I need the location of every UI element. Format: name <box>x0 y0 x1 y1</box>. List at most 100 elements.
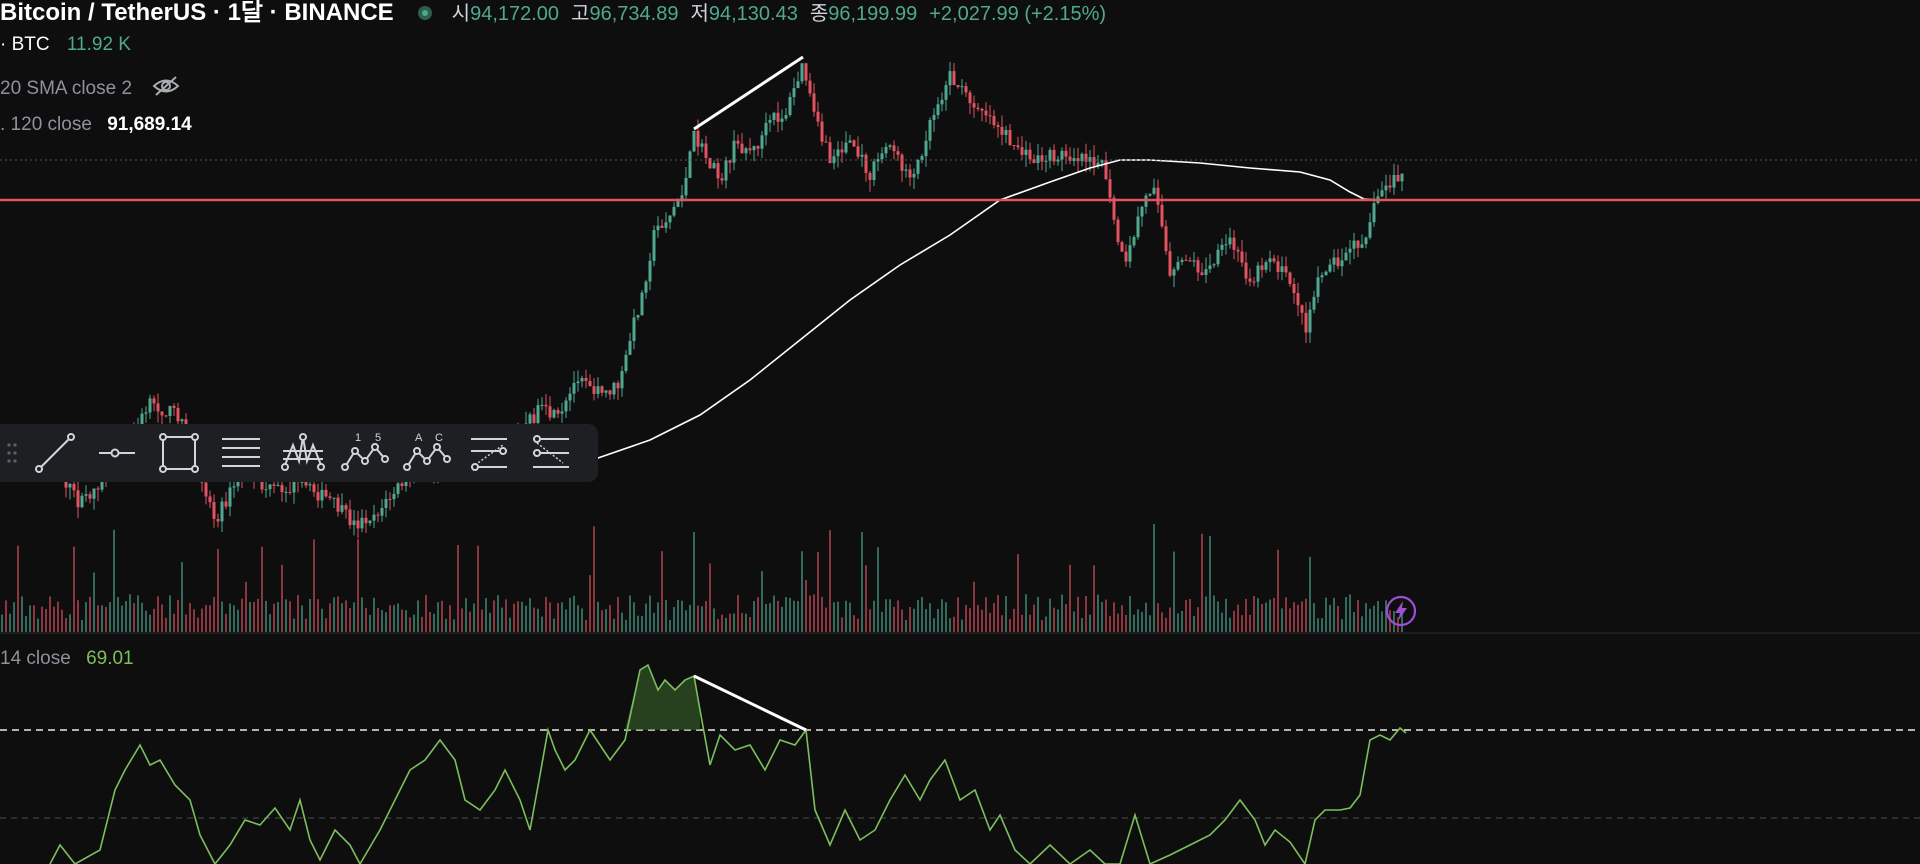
volume-bar <box>801 551 803 632</box>
candle-body <box>228 487 232 507</box>
volume-bar <box>725 617 727 632</box>
volume-bar <box>1073 611 1075 632</box>
volume-bar <box>993 603 995 632</box>
volume-bar <box>345 600 347 632</box>
volume-bar <box>845 600 847 632</box>
volume-bar <box>141 602 143 632</box>
candle-body <box>940 99 944 105</box>
candle-body <box>348 509 352 525</box>
candle-body <box>632 317 636 341</box>
volume-bar <box>33 605 35 632</box>
volume-bar <box>1173 551 1175 632</box>
volume-bar <box>429 612 431 632</box>
candle-body <box>1208 265 1212 270</box>
volume-bar <box>969 608 971 632</box>
fib-extension-icon[interactable] <box>520 424 582 482</box>
sma-legend[interactable]: 20 SMA close 2 <box>0 74 181 104</box>
candle-body <box>612 382 616 395</box>
alert-bolt-icon[interactable] <box>1385 595 1417 627</box>
volume-bar <box>737 595 739 632</box>
hidden-eye-icon[interactable] <box>151 74 181 104</box>
volume-bar <box>1125 615 1127 632</box>
volume-bar <box>77 600 79 632</box>
volume-bar <box>281 564 283 632</box>
volume-bar <box>989 612 991 632</box>
candle-body <box>1336 257 1340 267</box>
candle-body <box>1388 185 1392 188</box>
candle-body <box>72 483 76 491</box>
volume-bar <box>189 603 191 632</box>
candle-body <box>740 143 744 154</box>
drag-handle-icon[interactable] <box>0 424 24 482</box>
candle-body <box>1168 251 1172 276</box>
volume-bar <box>673 607 675 632</box>
volume-bar <box>1273 598 1275 632</box>
symbol-title[interactable]: Bitcoin / TetherUS · 1달 · BINANCE <box>0 0 394 26</box>
candle-body <box>264 489 268 491</box>
rsi-legend[interactable]: 14 close 69.01 <box>0 648 134 670</box>
fib-retracement-icon[interactable] <box>458 424 520 482</box>
volume-bar <box>1261 604 1263 632</box>
candle-body <box>972 103 976 108</box>
volume-bar <box>953 616 955 632</box>
volume-bar <box>353 602 355 632</box>
candle-body <box>1192 260 1196 262</box>
candle-body <box>1256 265 1260 282</box>
volume-bar <box>1141 612 1143 632</box>
volume-bar <box>1109 615 1111 632</box>
rectangle-icon[interactable] <box>148 424 210 482</box>
volume-legend[interactable]: · BTC 11.92 K <box>0 34 131 56</box>
candle-body <box>364 517 368 524</box>
volume-bar <box>397 603 399 632</box>
candle-body <box>992 115 996 126</box>
volume-bar <box>481 609 483 632</box>
candle-body <box>1040 155 1044 162</box>
volume-bar <box>497 595 499 632</box>
candle-body <box>1332 257 1336 265</box>
volume-bar <box>1089 614 1091 632</box>
candle-body <box>980 108 984 111</box>
candle-body <box>1216 249 1220 265</box>
volume-bar <box>1189 599 1191 632</box>
candle-body <box>1172 269 1176 276</box>
trend-line-icon[interactable] <box>24 424 86 482</box>
volume-bar <box>117 597 119 632</box>
volume-bar <box>877 547 879 632</box>
volume-bar <box>433 613 435 632</box>
parallel-lines-icon[interactable] <box>210 424 272 482</box>
volume-bar <box>873 600 875 632</box>
horizontal-ray-icon[interactable] <box>86 424 148 482</box>
pitchfork-icon[interactable] <box>272 424 334 482</box>
candle-body <box>704 143 708 158</box>
candle-body <box>1032 159 1036 163</box>
volume-bar <box>1153 524 1155 632</box>
volume-bar <box>169 595 171 632</box>
volume-bar <box>1145 602 1147 632</box>
volume-bar <box>701 606 703 632</box>
volume-bar <box>1037 597 1039 632</box>
candle-body <box>852 140 856 147</box>
ma120-legend[interactable]: . 120 close 91,689.14 <box>0 114 192 136</box>
candle-body <box>1064 150 1068 157</box>
volume-bar <box>741 613 743 632</box>
candle-body <box>608 390 612 395</box>
volume-bar <box>405 610 407 632</box>
volume-bar <box>1297 604 1299 632</box>
volume-bar <box>357 539 359 632</box>
volume-bar <box>1121 605 1123 632</box>
volume-bar <box>745 613 747 632</box>
candle-body <box>1180 259 1184 262</box>
volume-bar <box>513 603 515 632</box>
volume-bar <box>585 619 587 632</box>
candle-body <box>1284 266 1288 273</box>
volume-bar <box>781 606 783 632</box>
volume-bar <box>753 601 755 632</box>
ma120-value: 91,689.14 <box>107 114 192 135</box>
volume-bar <box>1201 533 1203 632</box>
volume-bar <box>237 609 239 632</box>
candle-body <box>912 173 916 178</box>
volume-bar <box>1381 611 1383 632</box>
candle-body <box>1176 262 1180 270</box>
